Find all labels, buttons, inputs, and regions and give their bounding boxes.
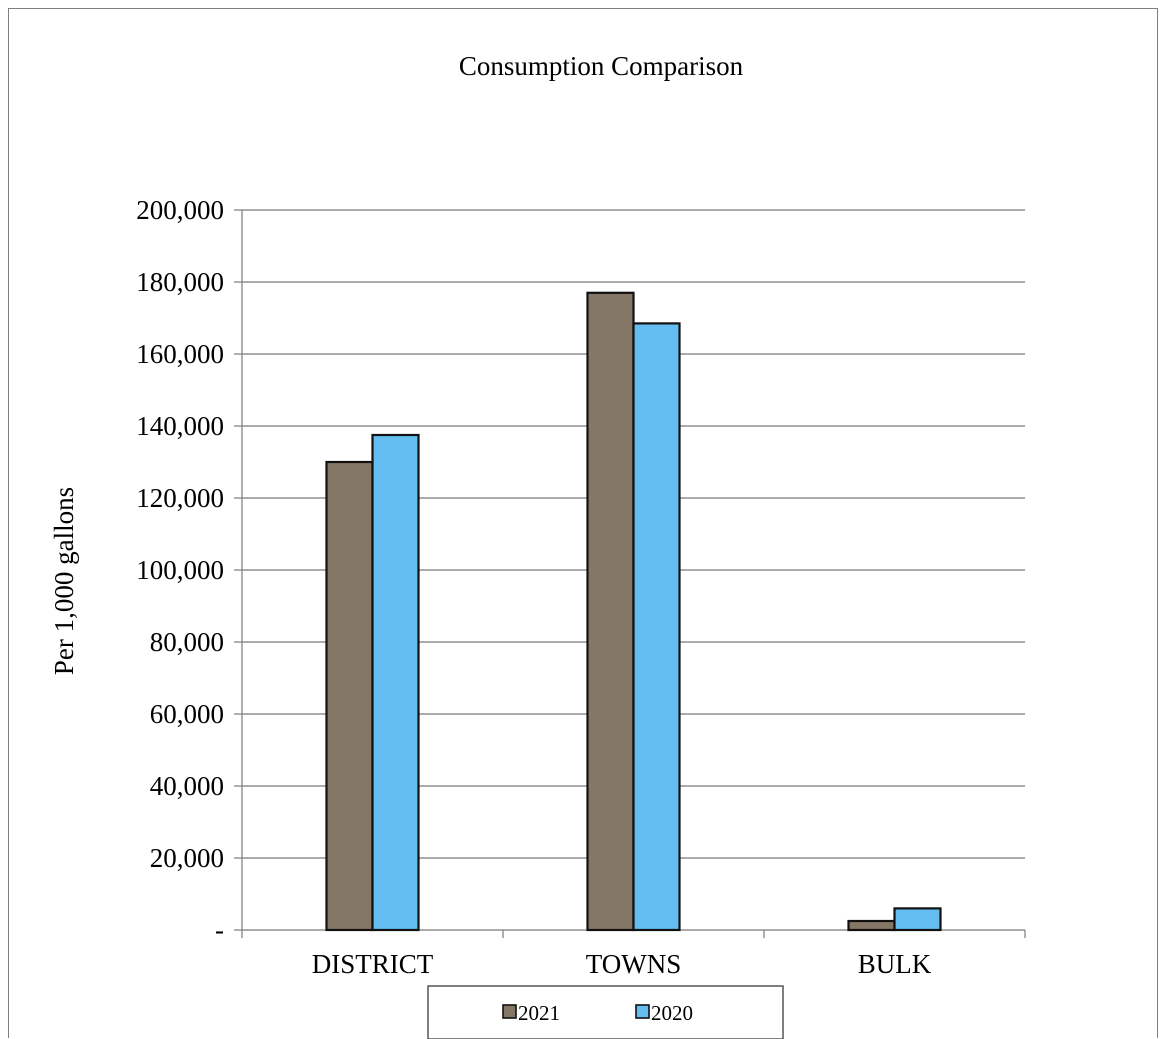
chart-title: Consumption Comparison bbox=[459, 51, 744, 81]
bar-2021-towns bbox=[586, 291, 635, 932]
y-tick-label: 160,000 bbox=[136, 339, 224, 369]
y-tick-label: 200,000 bbox=[136, 195, 224, 225]
legend-label-2020: 2020 bbox=[651, 1001, 693, 1025]
y-tick-label: 60,000 bbox=[150, 699, 224, 729]
y-tick-label: 120,000 bbox=[136, 483, 224, 513]
chart: Consumption Comparison - 20,000 40,000 60,0… bbox=[49, 51, 1026, 1039]
y-tick-label: - bbox=[215, 915, 224, 945]
bar-2021-district bbox=[325, 460, 374, 932]
y-tick-label: 40,000 bbox=[150, 771, 224, 801]
legend: 2021 2020 bbox=[427, 985, 784, 1039]
y-tick-label: 80,000 bbox=[150, 627, 224, 657]
legend-box bbox=[427, 985, 784, 1039]
bar-2020-towns bbox=[632, 322, 681, 932]
bars bbox=[325, 291, 942, 932]
y-tick-label: 180,000 bbox=[136, 267, 224, 297]
y-tick-label: 100,000 bbox=[136, 555, 224, 585]
legend-label-2021: 2021 bbox=[518, 1001, 560, 1025]
bar-2021-bulk bbox=[847, 919, 896, 932]
y-tick-label: 140,000 bbox=[136, 411, 224, 441]
y-tick-label: 20,000 bbox=[150, 843, 224, 873]
x-tick-label: TOWNS bbox=[586, 949, 682, 979]
legend-swatch-2021 bbox=[502, 1004, 517, 1019]
x-tick-labels: DISTRICT TOWNS BULK bbox=[312, 949, 932, 979]
bar-2020-district bbox=[371, 433, 420, 932]
bar-2020-bulk bbox=[893, 907, 942, 932]
y-axis-label: Per 1,000 gallons bbox=[49, 487, 79, 675]
x-tick-label: BULK bbox=[858, 949, 932, 979]
y-tick-labels: - 20,000 40,000 60,000 80,000 100,000 120,000 1… bbox=[136, 195, 224, 945]
chart-frame: Consumption Comparison - 20,000 40,000 60,0… bbox=[8, 8, 1158, 1039]
legend-swatch-2020 bbox=[635, 1004, 650, 1019]
x-tick-label: DISTRICT bbox=[312, 949, 434, 979]
